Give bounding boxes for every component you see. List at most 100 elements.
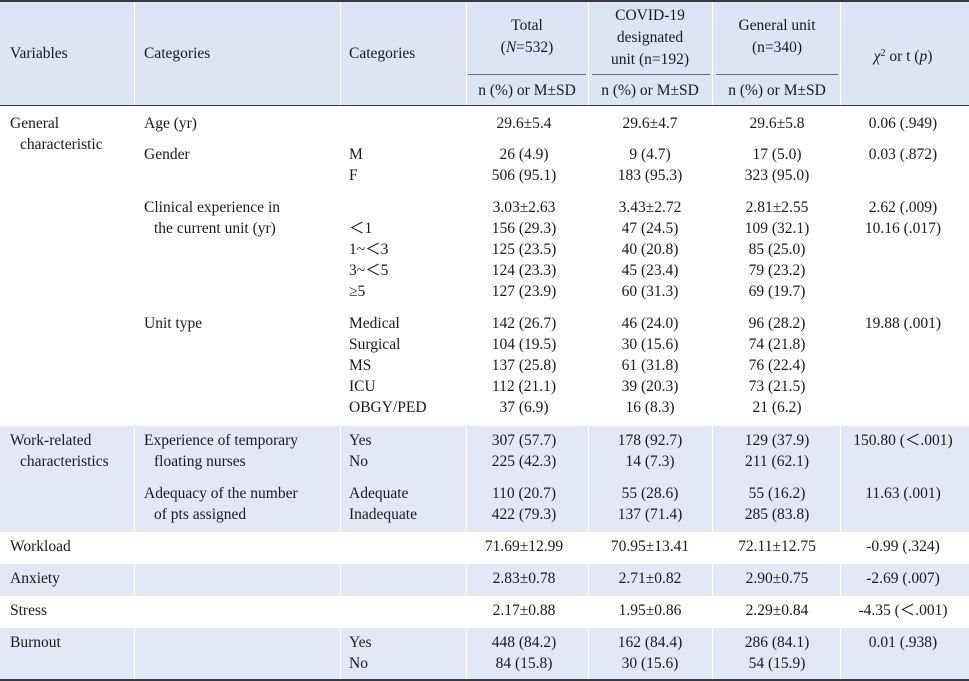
adequacy-adequate-category: Adequate [349, 485, 409, 502]
column-separator [588, 2, 589, 106]
header-total-n: (N=532) [500, 39, 554, 56]
workload-covid: 70.95±13.41 [610, 538, 690, 555]
floating-no-category: No [349, 453, 368, 470]
gender-statistic: 0.03 (.872) [868, 146, 938, 163]
column-separator [466, 426, 467, 679]
clinical-lt1-covid: 47 (24.5) [621, 220, 679, 237]
column-separator [588, 426, 589, 679]
burnout-yes-general: 286 (84.1) [744, 634, 810, 651]
floating-yes-total: 307 (57.7) [491, 432, 557, 449]
clinical-ge5-category: ≥5 [349, 283, 366, 300]
anxiety-general: 2.90±0.75 [745, 570, 809, 587]
subheader-general: n (%) or M±SD [728, 82, 826, 99]
subheader-rule-covid [592, 74, 710, 75]
gender-label: Gender [144, 146, 190, 163]
clinical-lt1-total: 156 (29.3) [491, 220, 557, 237]
floating-label-line1: Experience of temporary [144, 432, 299, 449]
clinical-lt1-category: ＜1 [349, 220, 373, 237]
clinical-mean-total: 3.03±2.63 [492, 199, 556, 216]
subheader-rule-total [468, 74, 586, 75]
workload-statistic: -0.99 (.324) [866, 538, 940, 555]
anxiety-band [0, 564, 969, 596]
stress-general: 2.29±0.84 [745, 602, 809, 619]
burnout-statistic: 0.01 (.938) [868, 634, 938, 651]
group-work-line1: Work-related [10, 432, 92, 449]
unit-icu-covid: 39 (20.3) [621, 378, 679, 395]
gender-m-general: 17 (5.0) [752, 146, 802, 163]
unit-obgy-total: 37 (6.9) [499, 399, 549, 416]
unit-ms-category: MS [349, 357, 372, 374]
clinical-1to3-total: 125 (23.5) [491, 241, 557, 258]
stress-covid: 1.95±0.86 [618, 602, 682, 619]
workload-band [0, 532, 969, 564]
header-categories: Categories [144, 45, 211, 62]
unit-surgical-category: Surgical [349, 336, 401, 353]
top-rule [0, 0, 969, 2]
unit-surgical-covid: 30 (15.6) [621, 336, 679, 353]
clinical-lt1-general: 109 (32.1) [744, 220, 810, 237]
burnout-no-covid: 30 (15.6) [621, 655, 679, 672]
stress-statistic: -4.35 (＜.001) [858, 602, 948, 619]
gender-m-total: 26 (4.9) [499, 146, 549, 163]
gender-f-category: F [349, 167, 358, 184]
clinical-3to5-total: 124 (23.3) [491, 262, 557, 279]
stress-label: Stress [10, 602, 48, 619]
subheader-rule-general [716, 74, 838, 75]
unit-icu-general: 73 (21.5) [748, 378, 806, 395]
unit-icu-total: 112 (21.1) [492, 378, 556, 395]
unit-ms-covid: 61 (31.8) [621, 357, 679, 374]
floating-yes-general: 129 (37.9) [744, 432, 810, 449]
clinical-3to5-category: 3~＜5 [349, 262, 389, 279]
column-separator [712, 426, 713, 679]
clinical-3to5-general: 79 (23.2) [748, 262, 806, 279]
unit-obgy-covid: 16 (8.3) [625, 399, 675, 416]
floating-no-general: 211 (62.1) [745, 453, 809, 470]
unit-type-statistic: 19.88 (.001) [864, 315, 942, 332]
unit-medical-total: 142 (26.7) [491, 315, 557, 332]
adequacy-adequate-covid: 55 (28.6) [621, 485, 679, 502]
header-total-title: Total [511, 17, 543, 34]
workload-label: Workload [10, 538, 71, 555]
floating-yes-covid: 178 (92.7) [617, 432, 683, 449]
adequacy-inadequate-covid: 137 (71.4) [617, 506, 683, 523]
unit-medical-category: Medical [349, 315, 400, 332]
floating-statistic: 150.80 (＜.001) [853, 432, 953, 449]
unit-icu-category: ICU [349, 378, 376, 395]
gender-f-covid: 183 (95.3) [617, 167, 683, 184]
work-band [0, 426, 969, 532]
clinical-label-line2: the current unit (yr) [154, 220, 276, 237]
unit-obgy-category: OBGY/PED [349, 399, 427, 416]
clinical-ge5-general: 69 (19.7) [748, 283, 806, 300]
clinical-1to3-category: 1~＜3 [349, 241, 389, 258]
column-separator [840, 426, 841, 679]
burnout-yes-total: 448 (84.2) [491, 634, 557, 651]
burnout-no-category: No [349, 655, 368, 672]
group-work-line2: characteristics [20, 453, 109, 470]
stress-total: 2.17±0.88 [492, 602, 556, 619]
burnout-band [0, 628, 969, 679]
floating-no-covid: 14 (7.3) [625, 453, 675, 470]
column-separator [840, 2, 841, 106]
header-bottom-rule [0, 105, 969, 106]
unit-ms-total: 137 (25.8) [491, 357, 557, 374]
burnout-label: Burnout [10, 634, 61, 651]
adequacy-adequate-general: 55 (16.2) [748, 485, 806, 502]
header-band [0, 2, 969, 106]
stress-band [0, 596, 969, 628]
adequacy-statistic: 11.63 (.001) [865, 485, 941, 502]
general-band [0, 106, 969, 426]
burnout-no-total: 84 (15.8) [495, 655, 553, 672]
group-general-line2: characteristic [20, 136, 103, 153]
clinical-mean-statistic: 2.62 (.009) [868, 199, 938, 216]
header-variables: Variables [10, 45, 68, 62]
burnout-no-general: 54 (15.9) [748, 655, 806, 672]
anxiety-statistic: -2.69 (.007) [866, 570, 940, 587]
adequacy-label-line2: of pts assigned [154, 506, 247, 523]
adequacy-inadequate-total: 422 (79.3) [491, 506, 557, 523]
anxiety-total: 2.83±0.78 [492, 570, 556, 587]
column-separator [712, 2, 713, 106]
adequacy-adequate-total: 110 (20.7) [492, 485, 556, 502]
age-covid: 29.6±4.7 [622, 115, 678, 132]
header-general-line1: General unit [738, 17, 816, 34]
